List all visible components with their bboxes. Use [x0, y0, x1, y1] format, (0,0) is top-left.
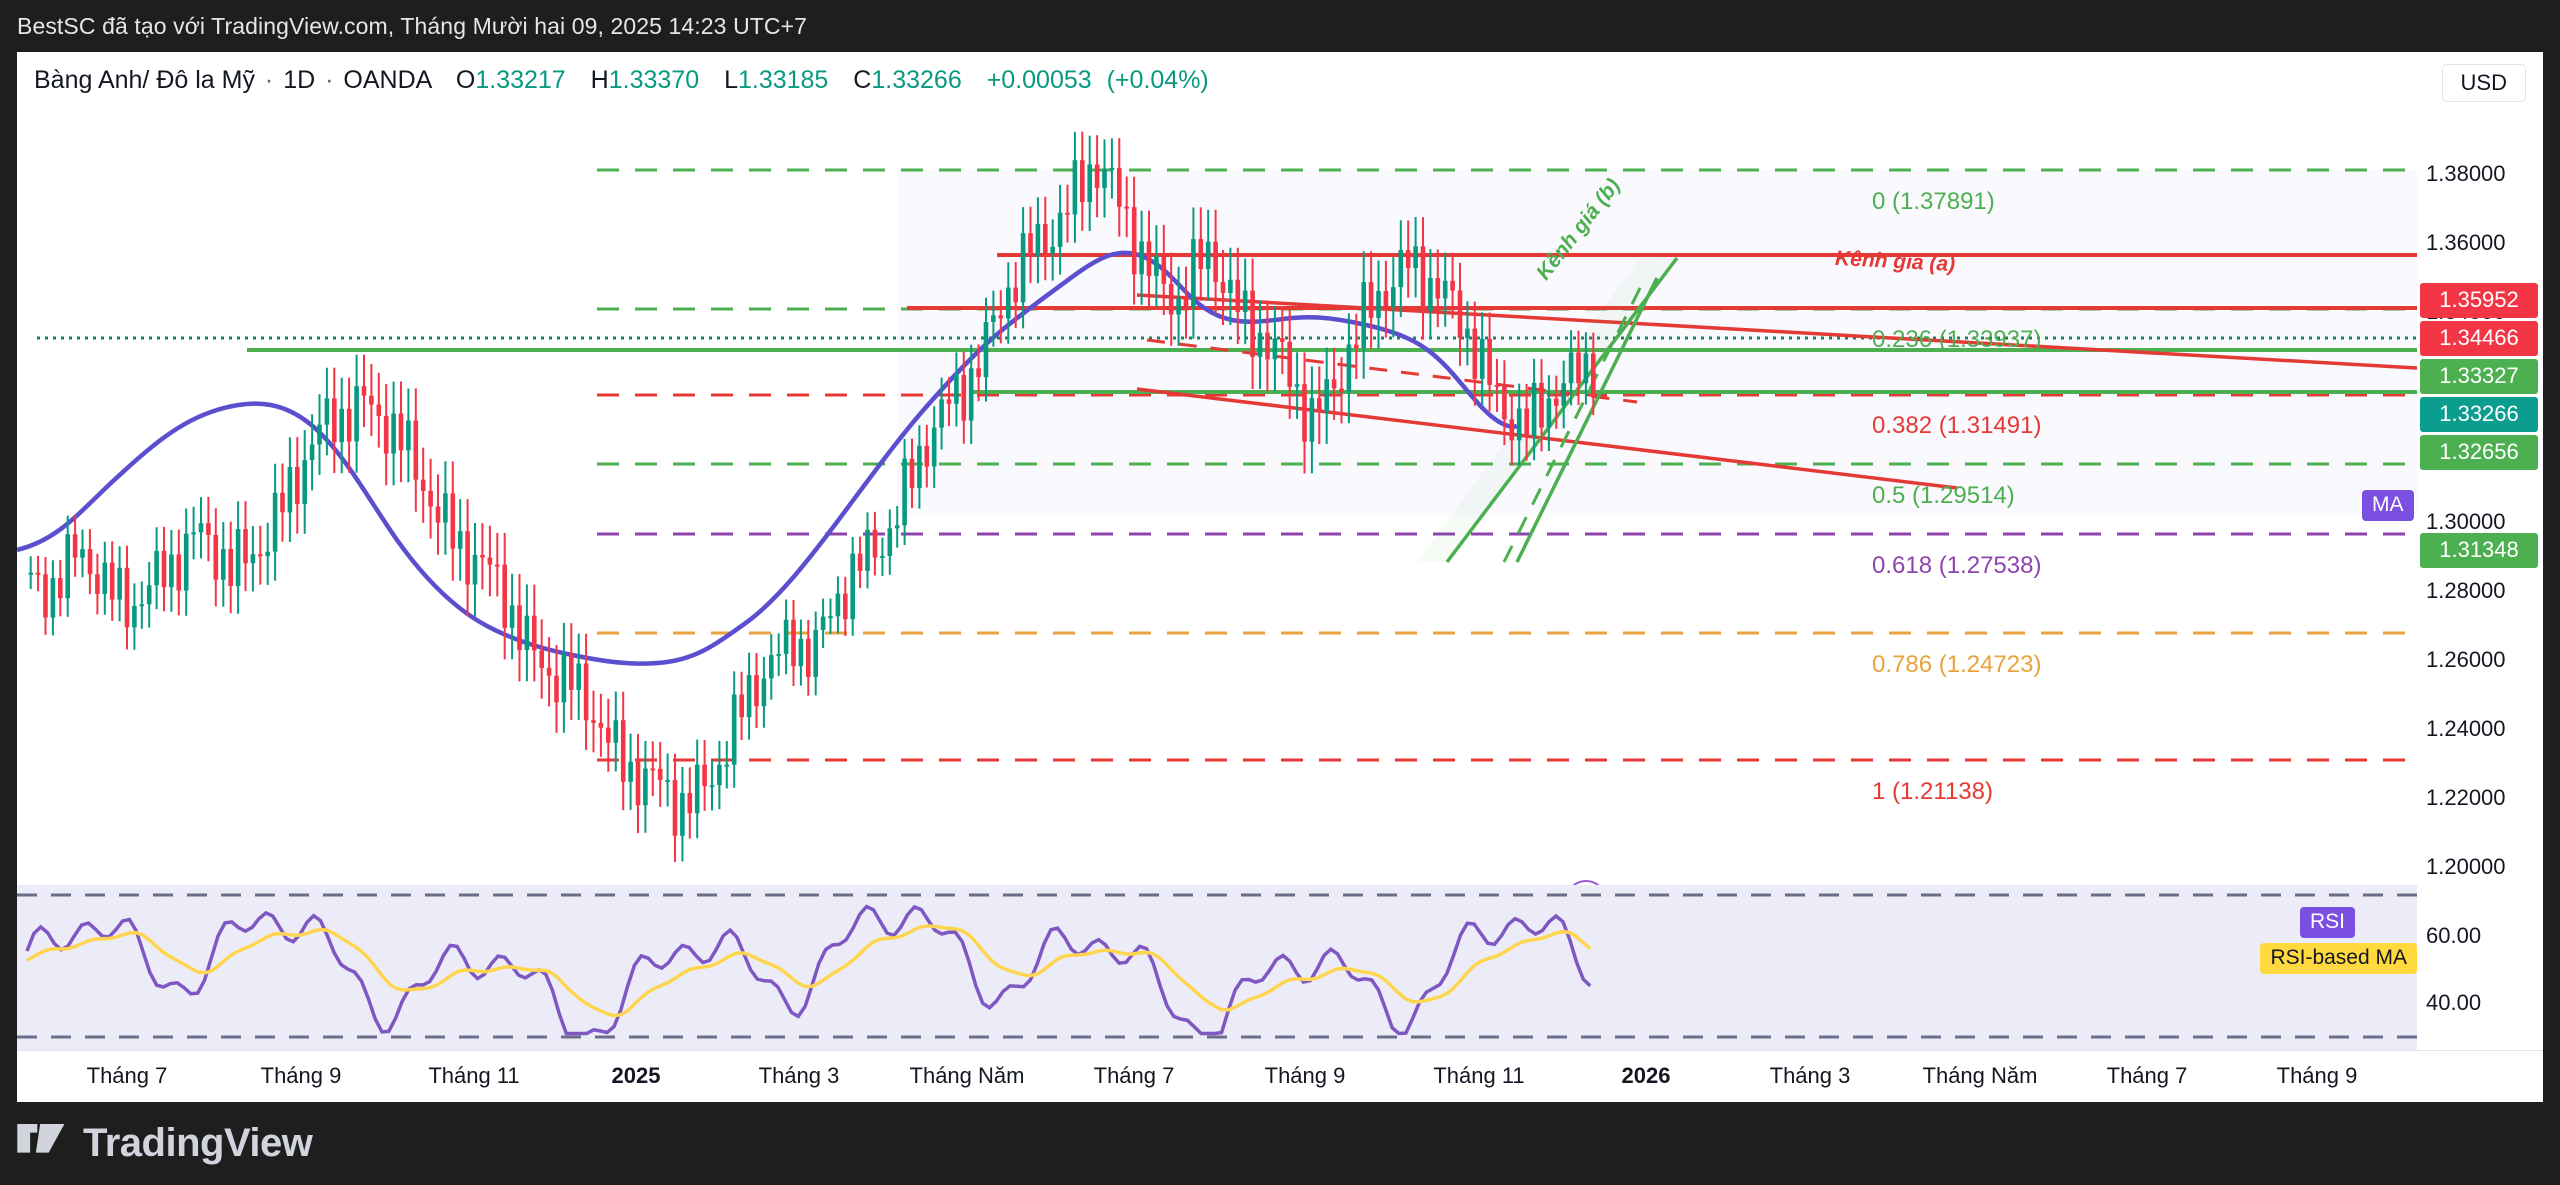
price-tick-1: 1.36000	[2426, 230, 2506, 255]
legend-open-value: 1.33217	[475, 66, 566, 94]
time-tick-2: Tháng 11	[428, 1063, 520, 1088]
time-tick-12: Tháng 7	[2106, 1063, 2188, 1088]
fib-label-618: 0.618 (1.27538)	[1872, 552, 2042, 579]
rsi-pane[interactable]: RSI RSI-based MA	[17, 885, 2417, 1050]
time-tick-7: Tháng 9	[1264, 1063, 1346, 1088]
price-scale[interactable]: 1.38000 1.36000 1.34000 1.32000 1.30000 …	[2362, 110, 2543, 1083]
fib-label-50: 0.5 (1.29514)	[1872, 482, 2015, 509]
chart-card: Bàng Anh/ Đô la Mỹ · 1D · OANDA O1.33217…	[17, 52, 2543, 1102]
time-tick-1: Tháng 9	[260, 1063, 342, 1088]
price-label-132656[interactable]: 1.32656	[2420, 435, 2538, 470]
legend-exchange: OANDA	[343, 66, 431, 94]
time-tick-5: Tháng Năm	[909, 1063, 1025, 1088]
time-scale[interactable]: Tháng 7 Tháng 9 Tháng 11 2025 Tháng 3 Th…	[17, 1050, 2543, 1102]
time-tick-3: 2025	[611, 1063, 661, 1088]
time-tick-11: Tháng Năm	[1922, 1063, 2038, 1088]
rsi-based-ma-tag[interactable]: RSI-based MA	[2260, 943, 2417, 974]
legend-low-key: L	[724, 66, 738, 94]
legend-interval[interactable]: 1D	[283, 66, 316, 94]
plot-area[interactable]: 0 (1.37891) 0.236 (1.33937) 0.382 (1.314…	[17, 110, 2417, 1050]
legend-low-value: 1.33185	[737, 66, 829, 94]
channel-b-upper-short	[1515, 277, 1659, 563]
price-label-134466[interactable]: 1.34466	[2420, 321, 2538, 356]
price-label-135952[interactable]: 1.35952	[2420, 283, 2538, 318]
price-plot-svg	[17, 131, 2417, 862]
channel-a-lower	[1136, 387, 1958, 490]
price-tick-5: 1.28000	[2426, 578, 2506, 603]
legend-change-percent: (+0.04%)	[1106, 66, 1209, 94]
price-label-133266[interactable]: 1.33266	[2420, 397, 2538, 432]
fib-label-236: 0.236 (1.33937)	[1872, 326, 2042, 353]
legend-close-key: C	[853, 66, 872, 94]
chart-legend[interactable]: Bàng Anh/ Đô la Mỹ · 1D · OANDA O1.33217…	[34, 62, 1209, 98]
price-label-131348[interactable]: 1.31348	[2420, 533, 2538, 568]
legend-high-key: H	[590, 66, 609, 94]
price-tick-7: 1.24000	[2426, 716, 2506, 741]
price-tick-8: 1.22000	[2426, 785, 2506, 810]
legend-sep-1: ·	[264, 66, 274, 94]
legend-close-value: 1.33266	[871, 66, 962, 94]
fib-label-382: 0.382 (1.31491)	[1872, 412, 2042, 439]
tradingview-logo-icon	[17, 1123, 65, 1153]
price-label-133327[interactable]: 1.33327	[2420, 359, 2538, 394]
rsi-ma-line	[26, 924, 1592, 1018]
time-tick-8: Tháng 11	[1433, 1063, 1525, 1088]
rsi-tick-40: 40.00	[2426, 990, 2482, 1015]
legend-change: +0.00053	[986, 66, 1092, 94]
price-tick-9: 1.20000	[2426, 854, 2506, 879]
price-tick-6: 1.26000	[2426, 647, 2506, 672]
fib-label-786: 0.786 (1.24723)	[1872, 651, 2042, 678]
legend-sep-2: ·	[325, 66, 334, 94]
fib-label-1: 1 (1.21138)	[1872, 778, 1993, 805]
candlestick-series	[28, 131, 1596, 862]
price-pane[interactable]: 0 (1.37891) 0.236 (1.33937) 0.382 (1.314…	[17, 110, 2417, 885]
watermark-bar: BestSC đã tạo với TradingView.com, Tháng…	[0, 0, 2560, 52]
fib-label-0: 0 (1.37891)	[1872, 188, 1995, 215]
time-tick-13: Tháng 9	[2276, 1063, 2358, 1088]
tradingview-wordmark: TradingView	[83, 1121, 313, 1165]
rsi-tag[interactable]: RSI	[2299, 907, 2355, 938]
time-tick-10: Tháng 3	[1769, 1063, 1851, 1088]
channel-b-mid	[1502, 279, 1646, 563]
currency-badge[interactable]: USD	[2441, 64, 2526, 102]
rsi-plot-svg	[17, 893, 2417, 1039]
legend-high-value: 1.33370	[608, 66, 700, 94]
ma-tag[interactable]: MA	[2362, 490, 2414, 521]
price-tick-0: 1.38000	[2426, 161, 2506, 186]
time-tick-4: Tháng 3	[758, 1063, 840, 1088]
legend-open-key: O	[455, 66, 476, 94]
rsi-line	[25, 904, 1592, 1036]
footer-bar: TradingView	[0, 1102, 2560, 1185]
rsi-tick-60: 60.00	[2426, 923, 2482, 948]
time-tick-6: Tháng 7	[1093, 1063, 1175, 1088]
time-tick-9: 2026	[1621, 1063, 1671, 1088]
price-tick-4: 1.30000	[2426, 509, 2506, 534]
channel-b-lower	[1445, 256, 1679, 564]
legend-symbol[interactable]: Bàng Anh/ Đô la Mỹ	[34, 66, 255, 94]
channel-a-upper	[1136, 293, 2417, 370]
time-tick-0: Tháng 7	[86, 1063, 168, 1088]
